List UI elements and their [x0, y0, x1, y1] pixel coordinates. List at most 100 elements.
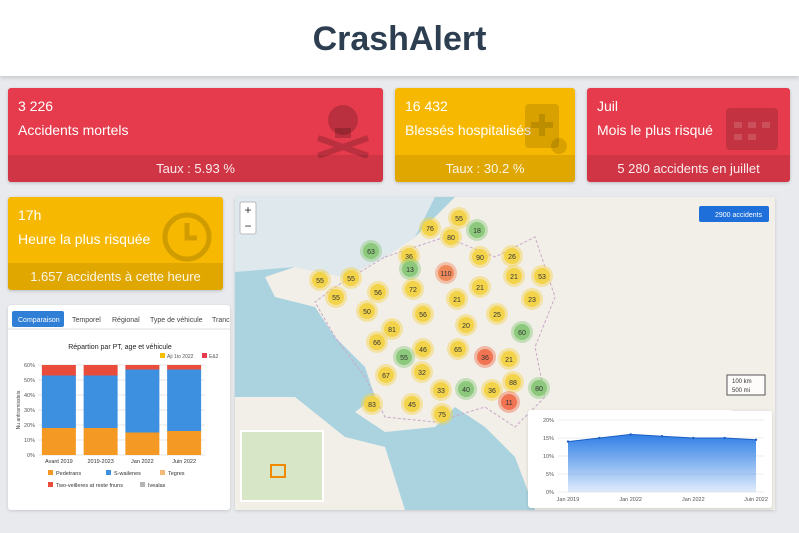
bar-segment	[83, 428, 118, 455]
cluster[interactable]	[472, 249, 488, 265]
accidents-button[interactable]	[699, 206, 769, 222]
cluster[interactable]	[422, 220, 438, 236]
cluster-label: 55	[316, 278, 324, 285]
kpi-label: Blessés hospitalisés	[405, 122, 532, 138]
accidents-button-label[interactable]: 2900 accidents	[715, 212, 763, 219]
cluster[interactable]	[404, 396, 420, 412]
cluster[interactable]	[514, 324, 530, 340]
cluster[interactable]	[472, 279, 488, 295]
bar-segment	[125, 365, 160, 370]
cluster[interactable]	[443, 229, 459, 245]
cluster[interactable]	[414, 364, 430, 380]
legend-label: Pedetrans	[56, 471, 81, 477]
cluster[interactable]	[504, 248, 520, 264]
y-tick-label: 0%	[546, 490, 554, 496]
cluster-label: 26	[508, 254, 516, 261]
cluster-label: 81	[388, 327, 396, 334]
cluster[interactable]	[401, 248, 417, 264]
cluster[interactable]	[378, 367, 394, 383]
calendar-icon	[726, 108, 778, 150]
legend-swatch	[140, 482, 145, 487]
cluster[interactable]	[458, 381, 474, 397]
bar-segment	[167, 431, 202, 455]
cluster[interactable]	[434, 406, 450, 422]
kpi-value: 17h	[18, 207, 42, 223]
x-tick-label: Jan 2019	[557, 497, 580, 503]
cluster[interactable]	[450, 341, 466, 357]
cluster[interactable]	[370, 284, 386, 300]
cluster-label: 88	[509, 380, 517, 387]
tab[interactable]: Comparaison	[18, 317, 60, 324]
cluster-label: 21	[453, 297, 461, 304]
y-tick-label: 60%	[24, 363, 35, 369]
cluster[interactable]	[312, 272, 328, 288]
tab[interactable]: Régional	[112, 317, 140, 324]
zoom-in[interactable]: +	[244, 203, 251, 217]
cluster-label: 45	[408, 402, 416, 409]
cluster[interactable]	[534, 268, 550, 284]
tab[interactable]: Type de véhicule	[150, 317, 203, 324]
cluster[interactable]	[505, 374, 521, 390]
cluster[interactable]	[396, 349, 412, 365]
cluster[interactable]	[363, 243, 379, 259]
cluster[interactable]	[501, 394, 517, 410]
cluster[interactable]	[506, 268, 522, 284]
cluster-label: 67	[382, 373, 390, 380]
cluster[interactable]	[524, 291, 540, 307]
tab[interactable]: Temporel	[72, 317, 101, 324]
cluster[interactable]	[328, 289, 344, 305]
zoom-box	[239, 201, 257, 235]
kpi-footer: Taux : 5.93 %	[8, 155, 383, 182]
cluster[interactable]	[484, 382, 500, 398]
legend-swatch	[202, 353, 207, 358]
cluster[interactable]	[458, 317, 474, 333]
cluster-label: 56	[419, 312, 427, 319]
cluster[interactable]	[402, 261, 418, 277]
cluster[interactable]	[449, 291, 465, 307]
legend-label: Aji 1to 2022	[167, 354, 194, 360]
legend-swatch	[160, 470, 165, 475]
cluster[interactable]	[415, 341, 431, 357]
legend-swatch	[48, 470, 53, 475]
cluster[interactable]	[477, 349, 493, 365]
cluster[interactable]	[415, 306, 431, 322]
kpi-card: 17h Heure la plus risquée 1.657 accident…	[8, 197, 223, 290]
cluster[interactable]	[359, 303, 375, 319]
x-tick-label: Juin 2022	[744, 497, 768, 503]
cluster[interactable]	[531, 380, 547, 396]
tab[interactable]: Tranc	[212, 317, 230, 324]
cluster[interactable]	[451, 210, 467, 226]
cluster-label: 55	[455, 216, 463, 223]
cluster-label: 32	[418, 370, 426, 377]
y-tick-label: 20%	[543, 418, 554, 424]
kpi-label: Accidents mortels	[18, 122, 129, 138]
cluster-label: 21	[505, 357, 513, 364]
cluster[interactable]	[438, 265, 454, 281]
y-tick-label: 10%	[543, 454, 554, 460]
legend-swatch	[160, 353, 165, 358]
cluster[interactable]	[469, 222, 485, 238]
cluster[interactable]	[433, 382, 449, 398]
y-tick-label: 20%	[24, 423, 35, 429]
cluster-label: 21	[510, 274, 518, 281]
bar-segment	[83, 365, 118, 376]
x-tick-label: 2019-2023	[87, 459, 113, 465]
point	[566, 440, 570, 443]
cluster[interactable]	[405, 281, 421, 297]
cluster[interactable]	[343, 270, 359, 286]
kpi-footer: 5 280 accidents en juillet	[587, 155, 790, 182]
cluster[interactable]	[369, 334, 385, 350]
cluster-label: 18	[473, 228, 481, 235]
y-tick-label: 0%	[27, 453, 35, 459]
cluster-label: 23	[528, 297, 536, 304]
cluster[interactable]	[384, 321, 400, 337]
cluster[interactable]	[364, 396, 380, 412]
cluster[interactable]	[489, 306, 505, 322]
cluster-label: 11	[505, 400, 512, 407]
cluster-label: 56	[374, 290, 382, 297]
zoom-out[interactable]: −	[244, 219, 251, 233]
point	[598, 436, 601, 440]
y-tick-label: 50%	[24, 378, 35, 384]
cluster[interactable]	[501, 351, 517, 367]
